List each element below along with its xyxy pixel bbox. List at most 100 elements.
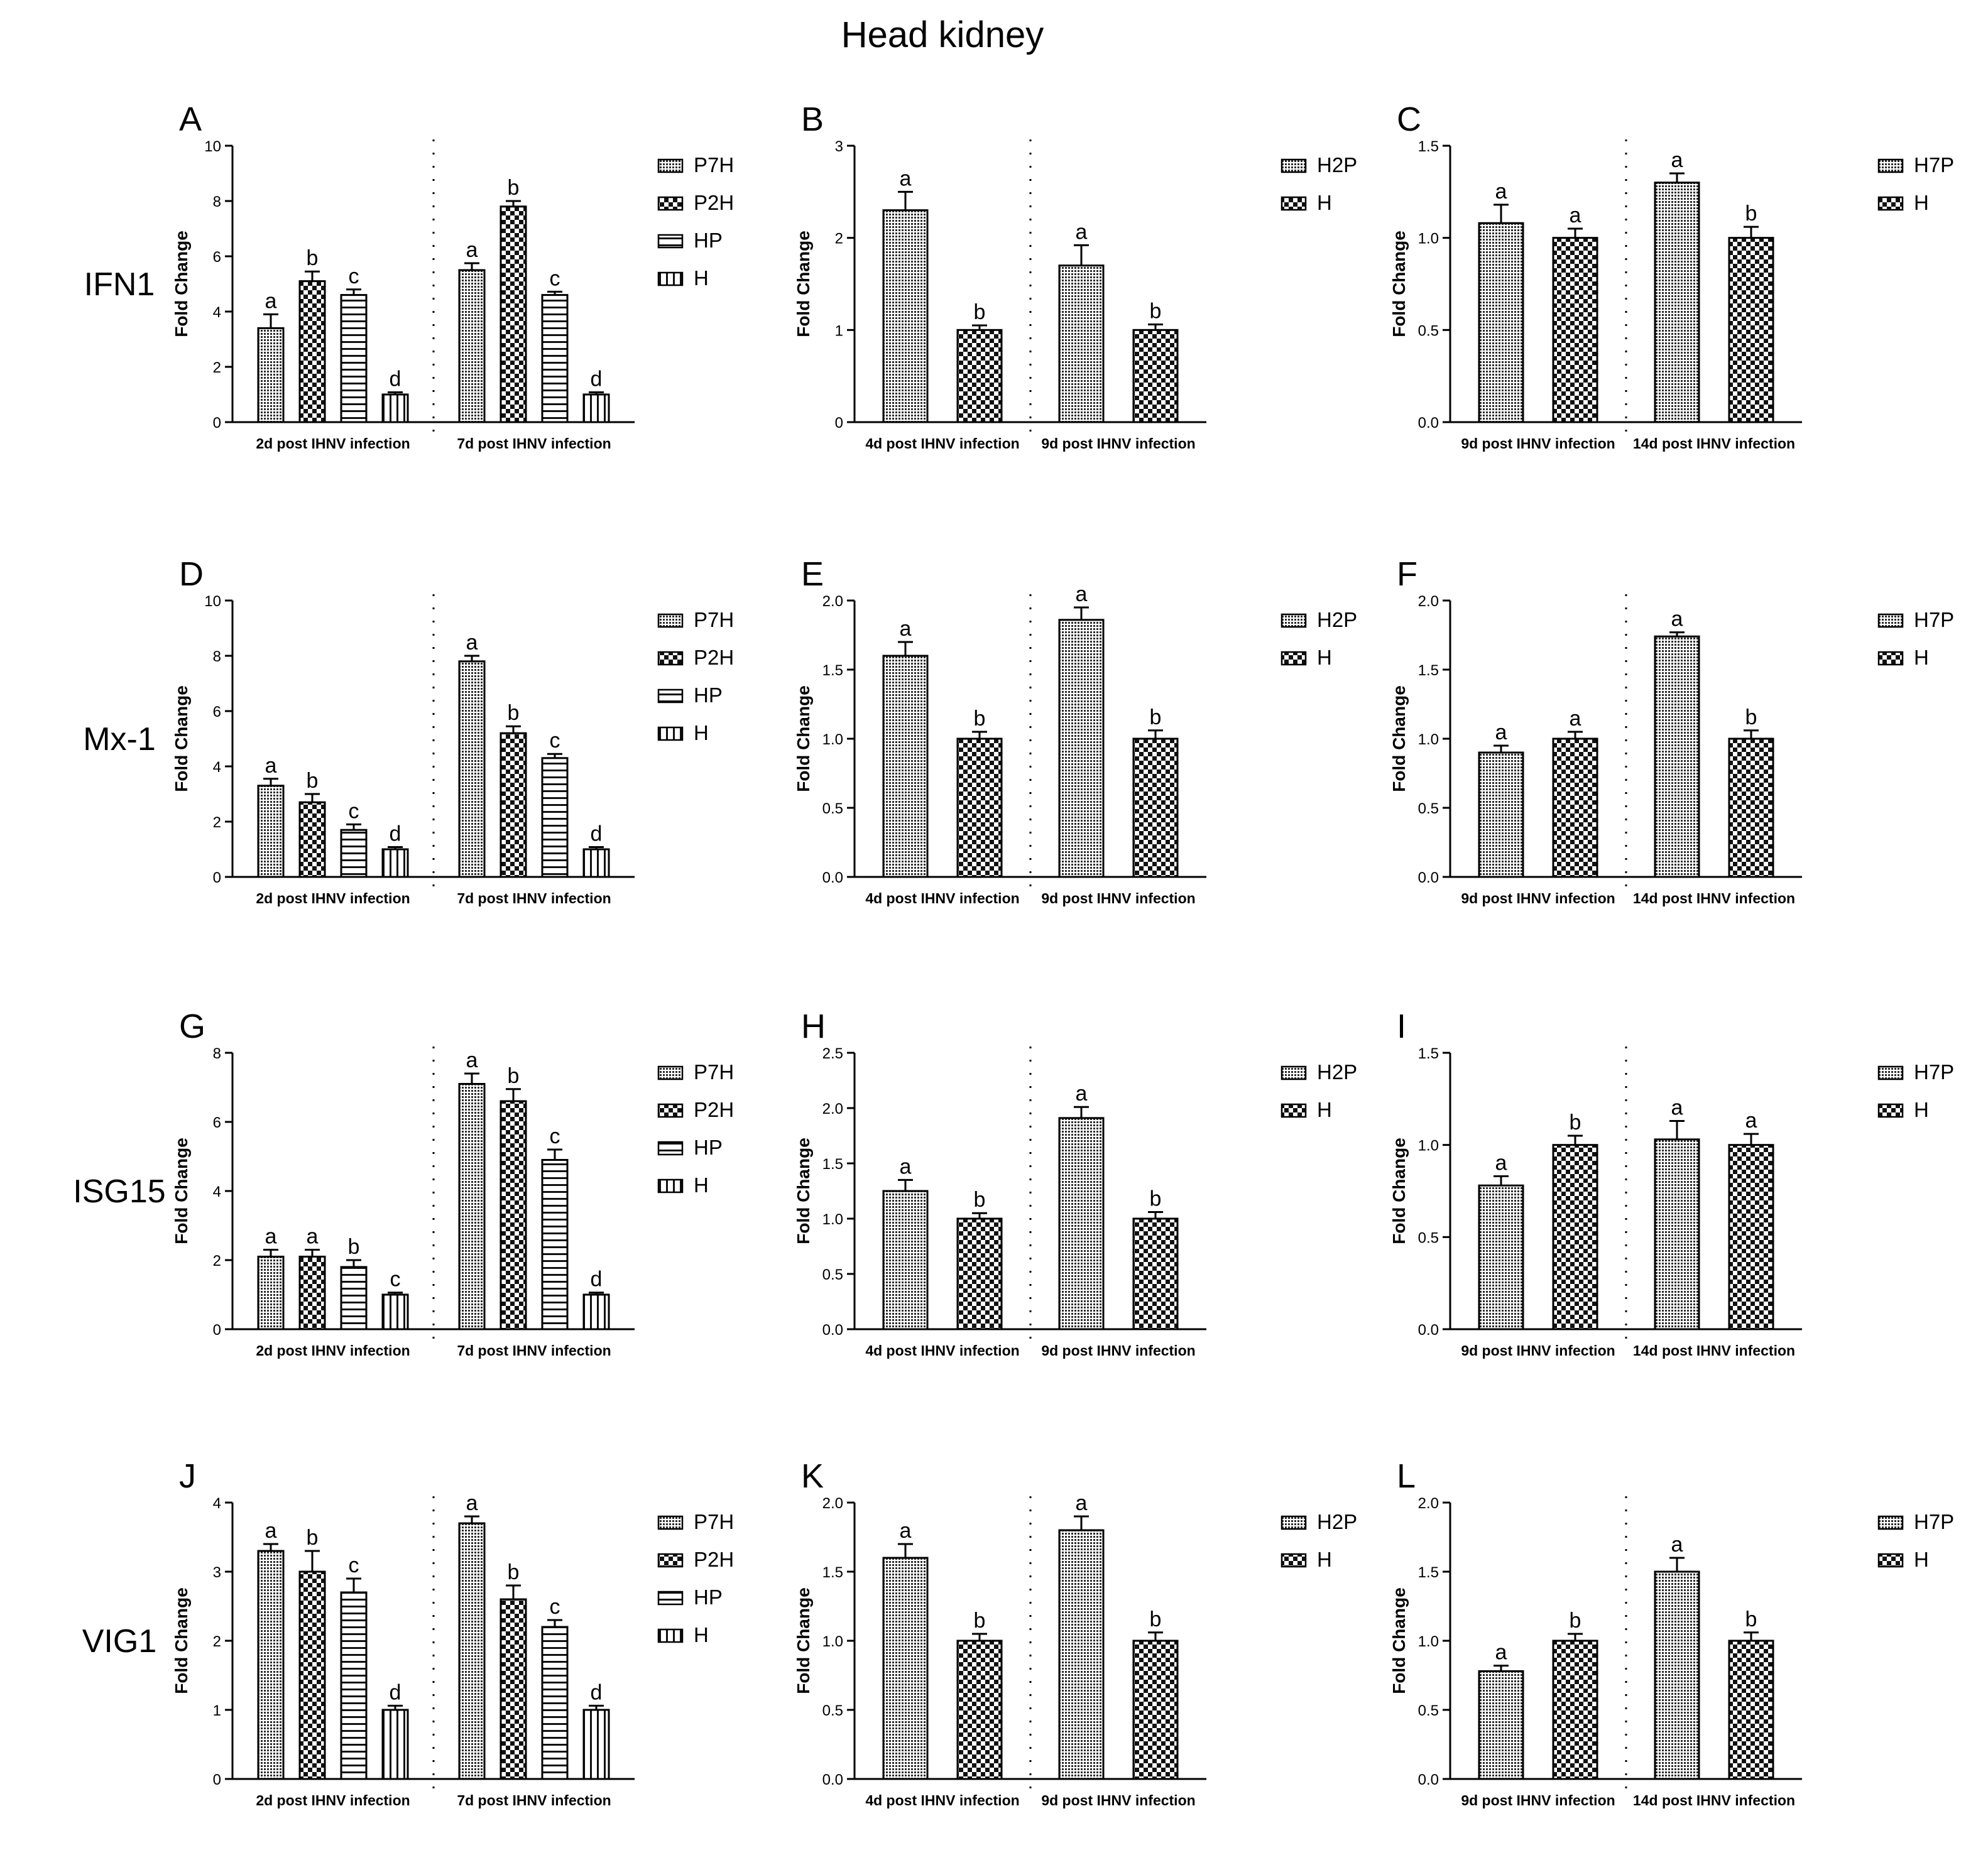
gene-label: IFN1 bbox=[84, 266, 155, 303]
legend-label: H bbox=[694, 1623, 709, 1646]
panel-letter: K bbox=[801, 1457, 824, 1495]
group-label: 2d post IHNV infection bbox=[256, 1792, 410, 1808]
legend-swatch bbox=[657, 1103, 684, 1118]
group-label: 14d post IHNV infection bbox=[1633, 435, 1795, 452]
significance-letter: a bbox=[1495, 1641, 1507, 1665]
legend-label: P7H bbox=[694, 608, 734, 631]
y-tick-label: 0 bbox=[213, 415, 221, 432]
bar bbox=[882, 1190, 929, 1330]
significance-letter: b bbox=[307, 769, 319, 793]
significance-letter: b bbox=[508, 701, 520, 725]
y-tick-label: 2.0 bbox=[822, 1495, 843, 1512]
y-tick-label: 4 bbox=[213, 304, 221, 321]
y-tick-label: 1.5 bbox=[822, 1564, 843, 1581]
legend-label: HP bbox=[694, 1585, 723, 1609]
bar bbox=[541, 757, 569, 878]
y-axis-label: Fold Change bbox=[1389, 1587, 1409, 1694]
bar bbox=[381, 1293, 409, 1330]
legend-label: H bbox=[694, 721, 709, 744]
significance-letter: a bbox=[900, 1155, 912, 1178]
significance-letter: b bbox=[1150, 1607, 1162, 1631]
bar bbox=[298, 801, 326, 878]
y-tick-label: 0 bbox=[213, 1771, 221, 1788]
legend-label: HP bbox=[694, 683, 723, 707]
y-tick-label: 10 bbox=[204, 593, 221, 610]
significance-letter: a bbox=[265, 1225, 277, 1249]
significance-letter: b bbox=[974, 300, 986, 324]
y-tick-label: 1.0 bbox=[1418, 731, 1439, 748]
legend-label: H bbox=[1317, 1548, 1332, 1571]
bar bbox=[340, 294, 368, 423]
legend-label: P2H bbox=[694, 1098, 734, 1121]
y-tick-label: 2.5 bbox=[822, 1045, 843, 1062]
bar bbox=[458, 1083, 486, 1330]
y-tick-label: 6 bbox=[213, 704, 221, 721]
significance-letter: d bbox=[390, 822, 401, 846]
bar bbox=[500, 732, 527, 878]
y-axis-label: Fold Change bbox=[172, 1587, 191, 1694]
y-tick-label: 1.5 bbox=[1418, 1045, 1439, 1062]
y-tick-label: 1.0 bbox=[1418, 1633, 1439, 1650]
y-tick-label: 2 bbox=[213, 359, 221, 376]
bar bbox=[1058, 1117, 1105, 1330]
legend-swatch bbox=[657, 196, 684, 211]
significance-letter: b bbox=[1745, 202, 1757, 226]
panel-letter: J bbox=[179, 1457, 196, 1495]
legend-label: H bbox=[694, 1173, 709, 1197]
legend-swatch bbox=[657, 1628, 684, 1643]
legend-swatch bbox=[657, 726, 684, 741]
significance-letter: a bbox=[900, 617, 912, 641]
significance-letter: b bbox=[1150, 300, 1162, 324]
significance-letter: c bbox=[349, 799, 359, 823]
y-tick-label: 0.5 bbox=[1418, 1702, 1439, 1719]
legend-label: H bbox=[1317, 191, 1332, 214]
legend-label: H bbox=[1914, 191, 1929, 214]
significance-letter: a bbox=[1671, 148, 1683, 172]
y-tick-label: 0.0 bbox=[1418, 1322, 1439, 1339]
legend-swatch bbox=[1281, 158, 1307, 173]
y-tick-label: 1.5 bbox=[822, 662, 843, 679]
significance-letter: b bbox=[1150, 705, 1162, 729]
group-label: 9d post IHNV infection bbox=[1041, 435, 1195, 452]
y-tick-label: 0.0 bbox=[1418, 869, 1439, 886]
y-tick-label: 0 bbox=[835, 415, 843, 432]
y-tick-label: 1.5 bbox=[1418, 662, 1439, 679]
y-axis-label: Fold Change bbox=[172, 231, 191, 337]
bar bbox=[1552, 737, 1598, 878]
y-tick-label: 0.5 bbox=[822, 1266, 843, 1283]
panel-L: L 0.0 0.5 1.0 1.5 2.0 Fold Change a b 9d post IHN… bbox=[1389, 1457, 1954, 1808]
y-tick-label: 3 bbox=[835, 138, 843, 155]
bar bbox=[257, 1550, 285, 1780]
y-tick-label: 1.0 bbox=[1418, 1138, 1439, 1155]
significance-letter: d bbox=[591, 1680, 603, 1704]
y-tick-label: 1.5 bbox=[1418, 138, 1439, 155]
legend-swatch bbox=[1281, 1553, 1307, 1568]
y-axis-label: Fold Change bbox=[1389, 1138, 1409, 1244]
significance-letter: d bbox=[591, 1268, 603, 1292]
y-tick-label: 2.0 bbox=[1418, 593, 1439, 610]
group-label: 9d post IHNV infection bbox=[1041, 890, 1195, 906]
significance-letter: b bbox=[974, 1609, 986, 1633]
bar bbox=[956, 737, 1003, 878]
group-label: 9d post IHNV infection bbox=[1461, 890, 1615, 906]
significance-letter: a bbox=[307, 1225, 319, 1249]
significance-letter: a bbox=[1671, 607, 1683, 631]
significance-letter: a bbox=[1495, 721, 1507, 744]
y-tick-label: 4 bbox=[213, 1495, 221, 1512]
significance-letter: a bbox=[900, 166, 912, 190]
group-label: 14d post IHNV infection bbox=[1633, 1792, 1795, 1808]
group-label: 14d post IHNV infection bbox=[1633, 890, 1795, 906]
group-label: 9d post IHNV infection bbox=[1461, 1792, 1615, 1808]
group-label: 4d post IHNV infection bbox=[865, 890, 1019, 906]
significance-letter: a bbox=[466, 1048, 478, 1072]
legend-label: H2P bbox=[1317, 608, 1357, 631]
y-tick-label: 0.5 bbox=[1418, 322, 1439, 339]
significance-letter: c bbox=[390, 1268, 401, 1292]
y-tick-label: 0.0 bbox=[1418, 1771, 1439, 1788]
legend-label: P2H bbox=[694, 191, 734, 214]
y-tick-label: 3 bbox=[213, 1564, 221, 1581]
significance-letter: b bbox=[1570, 1609, 1581, 1633]
legend-label: H bbox=[1317, 646, 1332, 669]
legend-label: H7P bbox=[1914, 608, 1954, 631]
